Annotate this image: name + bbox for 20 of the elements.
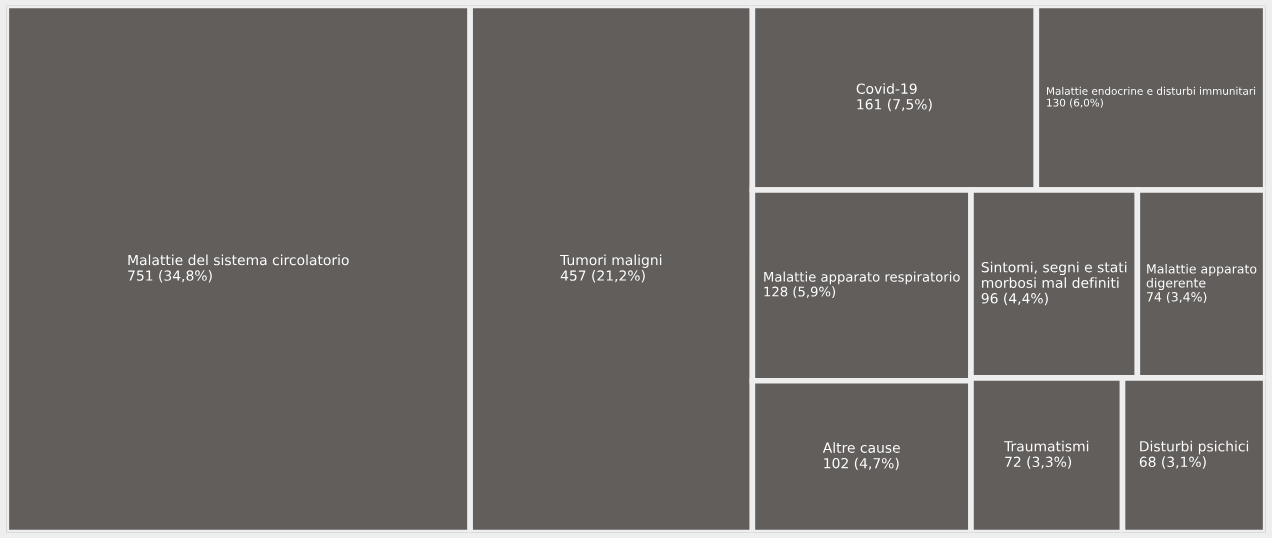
category-label: Traumatismi <box>1004 440 1089 452</box>
data-label: 74 (3,4%) <box>1147 291 1207 304</box>
category-label: Malattie apparato digerente <box>1146 263 1257 290</box>
category-label: Covid-19 <box>856 83 917 94</box>
data-label: 102 (4,7%) <box>824 457 899 471</box>
category-label: Malattie endocrine e disturbi immunitari <box>1047 86 1256 95</box>
data-label: 130 (6,0%) <box>1047 98 1103 108</box>
data-label: 457 (21,2%) <box>560 270 645 283</box>
category-label: Malattie del sistema circolatorio <box>128 254 349 266</box>
category-label: Altre cause <box>822 442 900 453</box>
data-label: 751 (34,8%) <box>128 270 212 283</box>
data-label: 161 (7,5%) <box>857 98 932 112</box>
data-label: 96 (4,4%) <box>981 292 1048 306</box>
category-label: Disturbi psichici <box>1140 440 1249 455</box>
category-label: Sintomi, segni e stati morbosi mal definiti <box>981 261 1127 288</box>
data-label: 128 (5,9%) <box>764 286 836 299</box>
data-label: 72 (3,3%) <box>1005 456 1072 469</box>
data-label: 68 (3,1%) <box>1139 456 1206 469</box>
category-label: Tumori maligni <box>560 254 662 268</box>
category-label: Malattie apparato respiratorio <box>764 271 960 285</box>
